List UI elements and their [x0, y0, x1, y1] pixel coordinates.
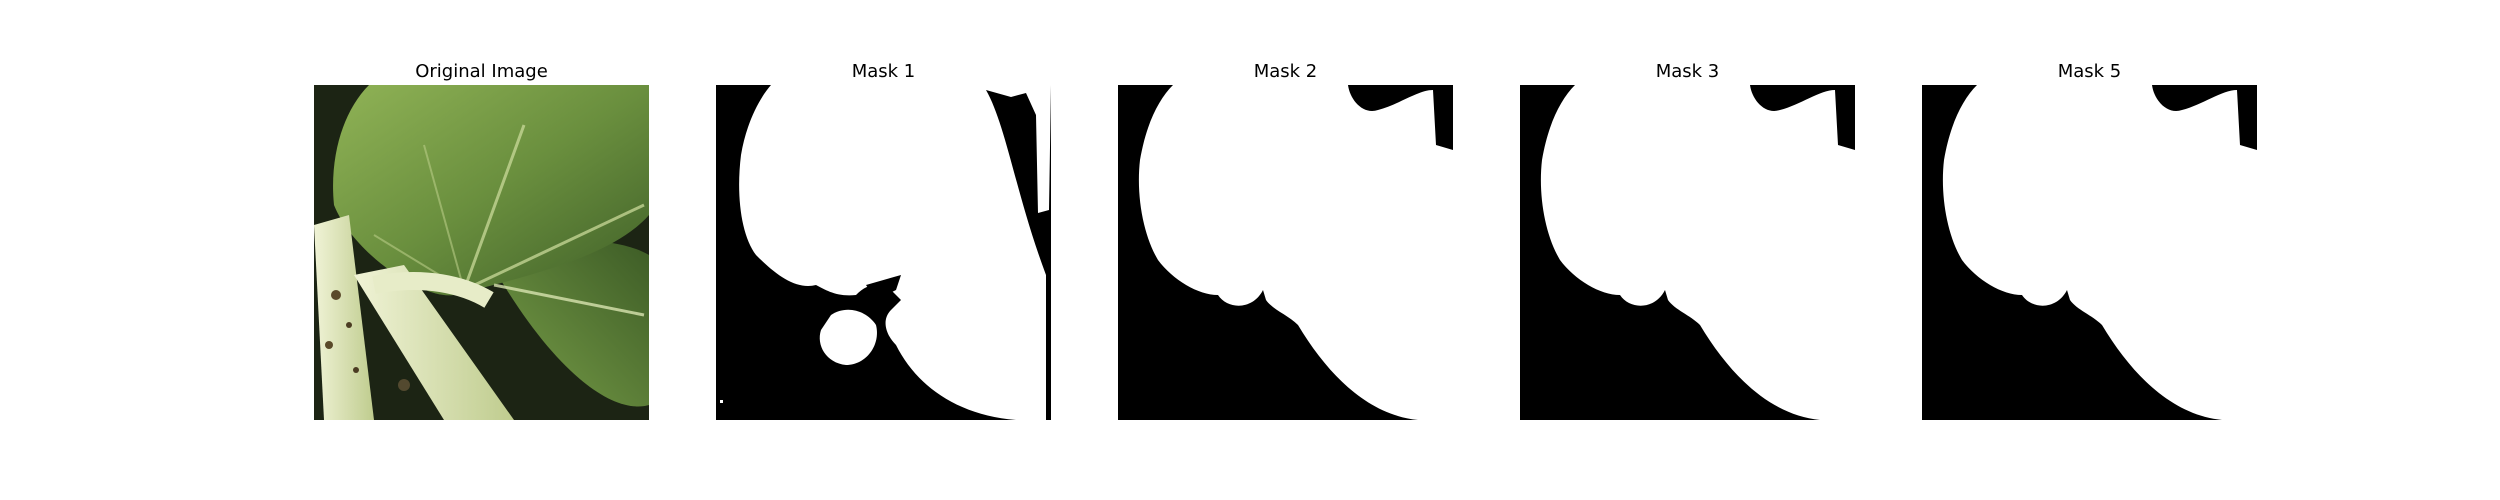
panel-mask-5: Mask 5	[1922, 60, 2257, 420]
panel-title: Original Image	[415, 61, 548, 82]
panel-title: Mask 1	[851, 61, 916, 82]
original-photo	[314, 85, 649, 420]
panel-title: Mask 3	[1655, 61, 1720, 82]
mask-image	[716, 85, 1051, 420]
panel-title: Mask 2	[1253, 61, 1318, 82]
panel-mask-1: Mask 1	[716, 60, 1051, 420]
panel-title: Mask 5	[2057, 61, 2122, 82]
panel-original-image: Original Image	[314, 60, 649, 420]
mask-image	[1922, 85, 2257, 420]
mask-image	[1520, 85, 1855, 420]
panel-mask-2: Mask 2	[1118, 60, 1453, 420]
panel-mask-3: Mask 3	[1520, 60, 1855, 420]
mask-image	[1118, 85, 1453, 420]
